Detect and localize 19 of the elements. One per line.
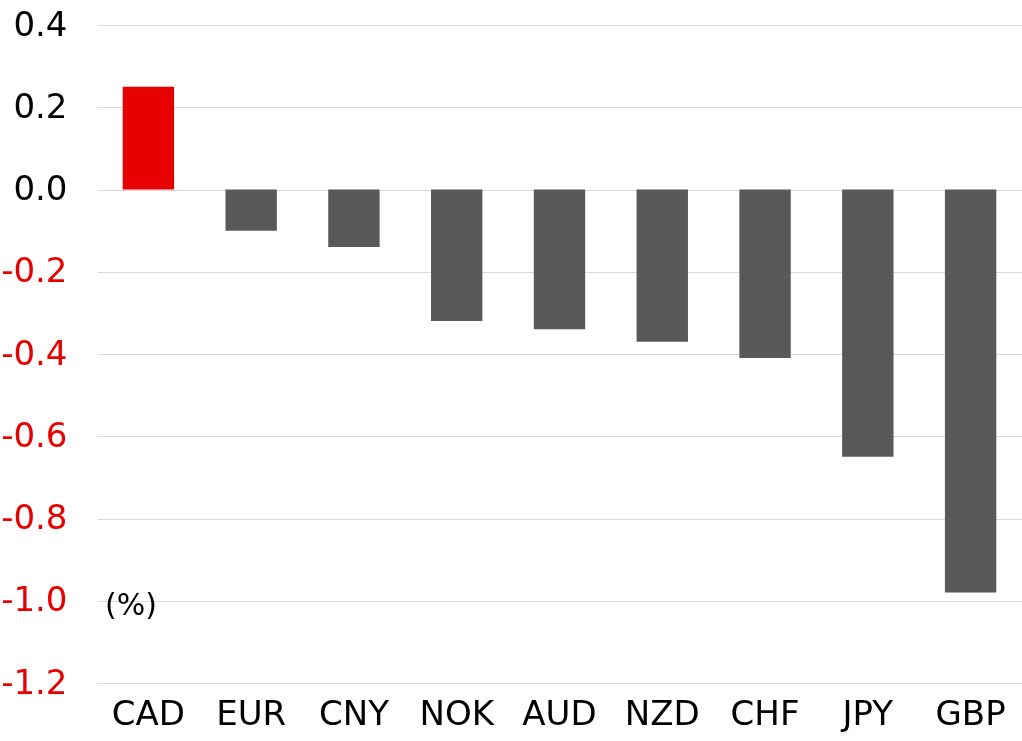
- y-tick-label: 0.2: [13, 85, 68, 126]
- x-tick-label: JPY: [840, 692, 894, 733]
- y-axis-title: (%): [105, 587, 157, 622]
- y-tick-label: 0.4: [13, 3, 68, 44]
- x-tick-label: CAD: [111, 692, 185, 733]
- y-tick-label: -0.4: [1, 332, 68, 373]
- x-tick-label: EUR: [216, 692, 287, 733]
- x-tick-label: GBP: [935, 692, 1006, 733]
- x-tick-label: CHF: [730, 692, 800, 733]
- x-tick-label: NOK: [419, 692, 496, 733]
- y-tick-label: 0.0: [13, 168, 68, 208]
- y-tick-label: -1.0: [1, 579, 68, 620]
- y-tick-label: -0.8: [1, 497, 68, 537]
- y-tick-label: -1.2: [1, 661, 68, 702]
- y-tick-label: -0.6: [1, 414, 68, 455]
- x-tick-label: CNY: [318, 692, 390, 733]
- x-tick-label: AUD: [522, 692, 597, 733]
- y-tick-label: -0.2: [1, 250, 68, 291]
- x-tick-label: NZD: [624, 692, 700, 733]
